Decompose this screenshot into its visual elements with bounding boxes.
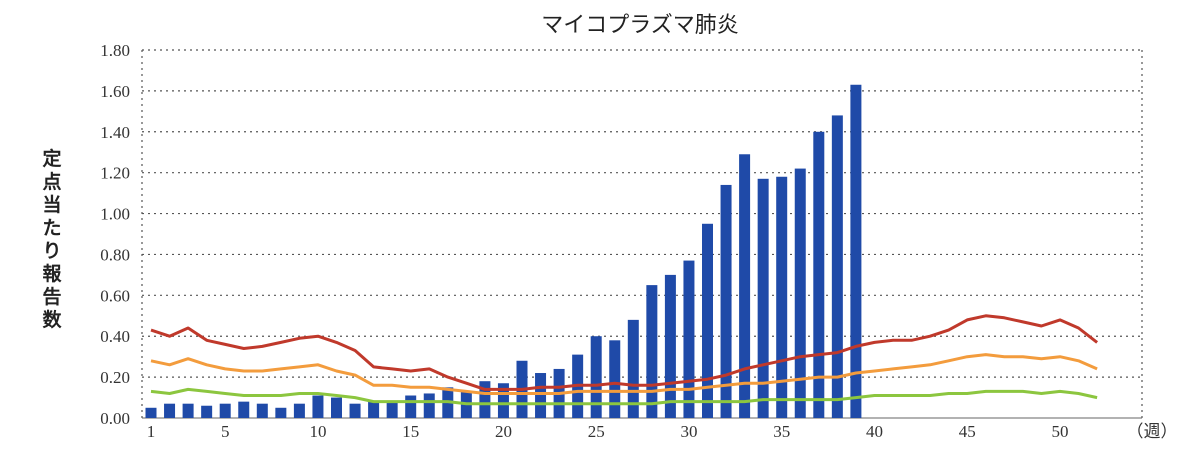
y-tick-label: 1.00 (100, 205, 130, 224)
bar (497, 383, 509, 418)
bar (627, 319, 639, 418)
x-tick-label: 1 (147, 422, 156, 441)
bar (145, 407, 157, 418)
bar (609, 340, 621, 418)
bar (702, 223, 713, 418)
x-axis-unit: （週） (1127, 422, 1178, 442)
bar (479, 381, 491, 418)
line-series (150, 314, 1099, 406)
bar (794, 168, 806, 418)
bar (850, 84, 862, 418)
bar (739, 154, 751, 418)
y-tick-label: 0.60 (100, 286, 130, 305)
bar (312, 395, 324, 418)
bar (275, 407, 287, 418)
y-axis-label-char: 当 (42, 193, 61, 216)
line-series-2 (150, 353, 1098, 395)
chart-title: マイコプラズマ肺炎 (541, 13, 739, 38)
y-axis-label-char: 報 (42, 262, 62, 285)
x-tick-label: 15 (402, 422, 419, 441)
bar (219, 403, 231, 418)
line-series-1 (150, 314, 1099, 391)
y-tick-label: 0.40 (100, 327, 130, 346)
y-axis-label-char: た (42, 217, 61, 239)
bar (590, 336, 602, 418)
y-axis-ticks: 0.00 0.20 0.40 0.60 0.80 1.00 1.20 1.40 1.60 1.80 (100, 41, 130, 428)
y-tick-label: 0.80 (100, 245, 130, 264)
y-tick-label: 0.20 (100, 368, 130, 387)
bar (405, 395, 417, 418)
bar (683, 260, 695, 418)
line-series-3 (150, 387, 1098, 406)
x-tick-label: 20 (495, 422, 512, 441)
bar (831, 115, 843, 418)
bar (368, 401, 380, 418)
y-axis-label-char: 告 (42, 285, 61, 308)
x-tick-label: 45 (959, 422, 976, 441)
bar (386, 401, 398, 418)
bar (182, 403, 194, 418)
y-axis-label-char: 点 (42, 171, 61, 193)
x-tick-label: 25 (588, 422, 605, 441)
bar (293, 403, 305, 418)
x-tick-label: 5 (221, 422, 230, 441)
y-tick-label: 0.00 (100, 409, 130, 428)
x-tick-label: 10 (309, 422, 326, 441)
bar (776, 176, 788, 418)
x-tick-label: 40 (866, 422, 883, 441)
y-axis-label-char: り (42, 240, 61, 262)
bar (720, 184, 732, 418)
x-tick-label: 30 (680, 422, 697, 441)
bar (256, 403, 268, 418)
y-axis-label-char: 定 (42, 147, 61, 170)
gridlines (141, 49, 1143, 419)
x-tick-label: 35 (773, 422, 790, 441)
y-tick-label: 1.20 (100, 164, 130, 183)
y-tick-label: 1.80 (100, 41, 130, 60)
bar (349, 403, 361, 418)
x-tick-label: 50 (1051, 422, 1068, 441)
bar (646, 285, 658, 418)
bar (423, 393, 435, 418)
y-axis-label-char: 数 (42, 308, 62, 331)
bar (201, 405, 213, 418)
x-axis-ticks: 1 5 10 15 20 25 30 35 40 45 50 (147, 422, 1069, 441)
bar (331, 397, 342, 418)
bar (238, 401, 250, 418)
y-tick-label: 1.40 (100, 123, 130, 142)
bar (664, 274, 676, 418)
bar (535, 373, 547, 418)
bar (757, 178, 769, 418)
bar (164, 403, 176, 418)
y-tick-label: 1.60 (100, 82, 130, 101)
bar (813, 131, 825, 418)
